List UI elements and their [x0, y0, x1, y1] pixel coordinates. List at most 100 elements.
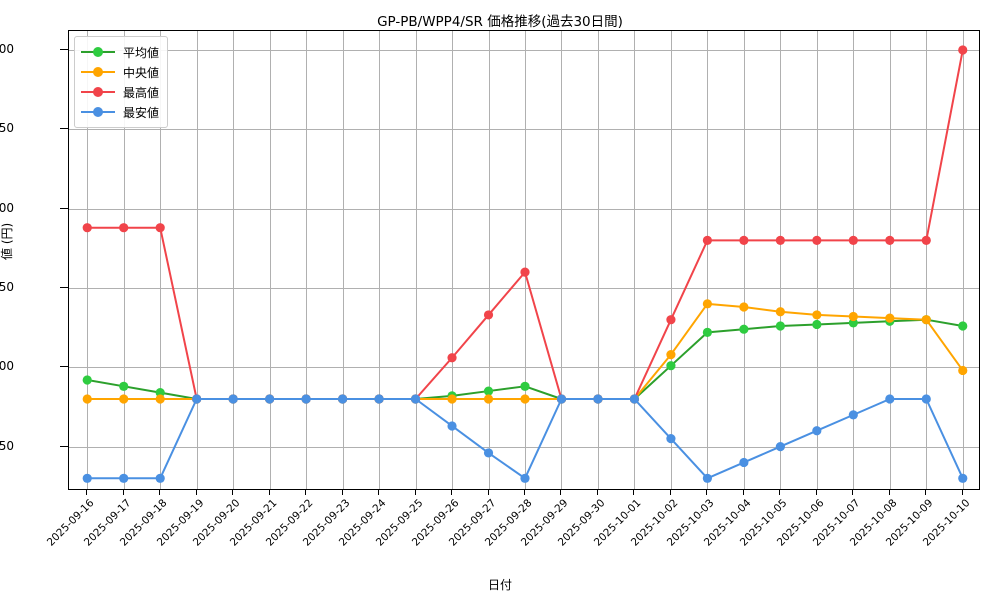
data-point — [82, 473, 92, 483]
data-point — [155, 388, 165, 398]
series-最安値 — [82, 394, 968, 483]
y-axis-tick-250: 250 — [0, 121, 14, 136]
gridline-vertical — [160, 31, 162, 489]
data-point — [447, 421, 457, 431]
gridline-vertical — [670, 31, 672, 489]
gridline-vertical — [269, 31, 271, 489]
gridline-vertical — [342, 31, 344, 489]
x-axis-tick-mark — [232, 490, 234, 495]
data-point — [119, 394, 129, 404]
data-point — [155, 223, 165, 233]
x-axis-tick-mark — [596, 490, 598, 495]
data-point — [702, 235, 713, 245]
x-axis-tick-mark — [742, 490, 744, 495]
series-line — [86, 398, 964, 480]
gridline-vertical — [488, 31, 490, 489]
data-point — [593, 394, 603, 404]
y-axis-tick-mark — [60, 445, 68, 447]
data-point — [702, 327, 713, 337]
data-point — [82, 223, 92, 233]
data-point — [958, 45, 968, 55]
data-point — [848, 311, 858, 322]
x-axis-tick-mark — [341, 490, 343, 495]
data-point — [82, 375, 92, 385]
data-point — [739, 324, 749, 334]
data-point — [301, 394, 311, 404]
gridline-vertical — [123, 31, 125, 489]
gridline-vertical — [525, 31, 526, 489]
data-point — [775, 321, 785, 331]
data-point — [520, 267, 530, 277]
x-axis-tick-mark — [305, 490, 307, 495]
plot-area — [68, 30, 980, 490]
y-axis-tick-150: 150 — [0, 279, 14, 294]
x-axis-tick-mark — [779, 490, 781, 495]
data-point — [958, 321, 968, 331]
x-axis-tick-mark — [524, 490, 525, 495]
x-axis-tick-mark — [815, 490, 817, 495]
data-point — [410, 394, 421, 404]
x-axis-tick-mark — [159, 490, 161, 495]
legend-marker-icon — [81, 106, 115, 118]
gridline-vertical — [379, 31, 381, 489]
data-point — [885, 394, 895, 404]
data-point — [483, 310, 494, 320]
legend-item-平均値[interactable]: 平均値 — [81, 42, 159, 62]
chart-legend: 平均値 中央値 最高値 最安値 — [74, 36, 169, 128]
x-axis-tick-mark — [487, 490, 489, 495]
data-point — [848, 410, 858, 420]
data-point — [812, 319, 822, 330]
gridline-vertical — [962, 31, 964, 489]
y-axis-tick-mark — [60, 366, 68, 368]
y-axis-tick-mark — [60, 49, 68, 51]
data-point — [447, 353, 457, 363]
data-point — [739, 235, 749, 245]
gridline-vertical — [707, 31, 709, 489]
series-line — [86, 49, 964, 400]
y-axis-tick-100: 100 — [0, 359, 14, 374]
gridline-vertical — [889, 31, 891, 489]
data-point — [666, 349, 676, 360]
data-point — [447, 394, 457, 404]
x-axis-tick-mark — [451, 490, 453, 495]
gridline-horizontal — [69, 367, 979, 369]
data-point — [119, 223, 129, 233]
gridline-vertical — [561, 31, 563, 489]
x-axis-tick-mark — [925, 490, 927, 495]
legend-item-最安値[interactable]: 最安値 — [81, 102, 159, 122]
data-point — [155, 394, 165, 404]
data-point — [739, 302, 749, 312]
gridline-vertical — [926, 31, 928, 489]
x-axis-label: 日付 — [487, 578, 512, 592]
gridline-vertical — [452, 31, 454, 489]
data-point — [520, 381, 530, 391]
data-point — [520, 394, 530, 404]
gridline-vertical — [196, 31, 198, 489]
y-axis-tick-mark — [60, 207, 68, 209]
gridline-vertical — [87, 31, 89, 489]
data-point — [265, 394, 275, 404]
y-axis-tick-mark — [60, 128, 68, 130]
data-point — [812, 426, 822, 436]
legend-item-中央値[interactable]: 中央値 — [81, 62, 159, 82]
data-point — [921, 315, 931, 325]
data-point — [192, 394, 202, 404]
gridline-vertical — [743, 31, 745, 489]
gridline-horizontal — [69, 287, 979, 289]
gridline-horizontal — [69, 208, 979, 210]
chart-title: GP-PB/WPP4/SR 価格推移(過去30日間) — [377, 14, 623, 30]
gridline-vertical — [597, 31, 599, 489]
x-axis-tick-mark — [414, 490, 416, 495]
data-point — [921, 235, 931, 245]
data-point — [666, 315, 676, 325]
x-axis-tick-mark — [633, 490, 635, 495]
gridline-horizontal — [69, 129, 979, 131]
legend-item-最高値[interactable]: 最高値 — [81, 82, 159, 102]
x-axis-tick-mark — [706, 490, 708, 495]
data-point — [82, 394, 92, 404]
y-axis-tick-300: 300 — [0, 42, 14, 57]
data-point — [958, 473, 968, 483]
x-axis-tick-mark — [852, 490, 854, 495]
data-point — [483, 386, 494, 396]
